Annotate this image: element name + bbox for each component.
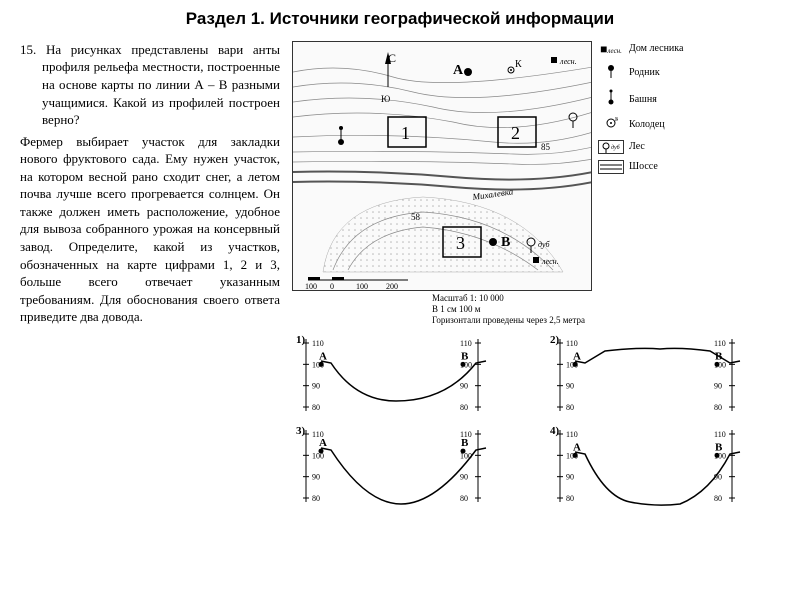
scale-line1: Масштаб 1: 10 000 (432, 293, 592, 304)
svg-text:A: A (319, 351, 327, 363)
svg-text:80: 80 (312, 494, 320, 503)
svg-text:A: A (573, 351, 581, 363)
legend-road: Шоссе (598, 160, 718, 174)
well-icon: К (598, 116, 624, 134)
legend-forest-label: Лес (629, 140, 645, 154)
svg-text:80: 80 (566, 403, 574, 412)
svg-text:110: 110 (312, 339, 324, 348)
map-area: 1 2 3 А В С Ю (292, 41, 780, 325)
svg-text:110: 110 (460, 339, 472, 348)
svg-text:85: 85 (541, 142, 551, 152)
svg-text:К: К (515, 59, 522, 70)
svg-text:К: К (615, 117, 618, 123)
paragraph-1: 15. На рисунках представлены вари анты п… (20, 41, 280, 129)
svg-text:90: 90 (312, 473, 320, 482)
profile-4: 4)11011010010090908080AB (546, 426, 780, 511)
svg-text:58: 58 (411, 212, 421, 222)
svg-text:110: 110 (566, 430, 578, 439)
profile-label: 1) (296, 333, 305, 348)
svg-text:B: B (461, 437, 469, 449)
paragraph-2: Фермер выбирает участок для закладки нов… (20, 133, 280, 326)
svg-text:лесн.: лесн. (559, 57, 577, 66)
scale-line2: В 1 см 100 м (432, 304, 592, 315)
profile-label: 4) (550, 424, 559, 439)
spring-icon (598, 63, 624, 83)
question-number: 15. (20, 42, 36, 57)
legend-house-label: Дом лесника (629, 42, 683, 56)
legend-well-label: Колодец (629, 118, 665, 132)
svg-text:100: 100 (356, 282, 368, 291)
svg-text:1: 1 (401, 123, 410, 143)
forest-swatch: дуб (598, 140, 624, 154)
svg-text:110: 110 (714, 339, 726, 348)
svg-text:80: 80 (714, 403, 722, 412)
svg-text:B: B (715, 441, 723, 453)
profile-label: 2) (550, 333, 559, 348)
svg-text:100: 100 (305, 282, 317, 291)
svg-text:3: 3 (456, 233, 465, 253)
svg-text:A: A (319, 437, 327, 449)
svg-text:90: 90 (566, 473, 574, 482)
svg-text:80: 80 (714, 494, 722, 503)
svg-text:90: 90 (460, 382, 468, 391)
svg-text:Ю: Ю (381, 94, 390, 104)
profile-charts: 1)11011010010090908080AB2)11011010010090… (292, 335, 780, 510)
legend-spring: Родник (598, 63, 718, 83)
svg-text:90: 90 (566, 382, 574, 391)
profile-1: 1)11011010010090908080AB (292, 335, 526, 420)
map-svg: 1 2 3 А В С Ю (293, 42, 592, 291)
content: 15. На рисунках представлены вари анты п… (20, 41, 780, 510)
legend-house: ■лесн. Дом лесника (598, 41, 718, 57)
svg-text:80: 80 (312, 403, 320, 412)
profile-3: 3)11011010010090908080AB (292, 426, 526, 511)
legend-forest: дуб Лес (598, 140, 718, 154)
svg-text:2: 2 (511, 123, 520, 143)
svg-text:B: B (461, 351, 469, 363)
figures: 1 2 3 А В С Ю (292, 41, 780, 510)
tower-icon (598, 89, 624, 109)
scale-text: Масштаб 1: 10 000 В 1 см 100 м Горизонта… (432, 293, 592, 325)
legend-tower: Башня (598, 89, 718, 109)
legend-well: К Колодец (598, 116, 718, 134)
svg-text:110: 110 (566, 339, 578, 348)
legend-road-label: Шоссе (629, 160, 658, 174)
profile-2: 2)11011010010090908080AB (546, 335, 780, 420)
house-icon: ■лесн. (598, 41, 624, 57)
svg-text:90: 90 (460, 473, 468, 482)
svg-text:лесн.: лесн. (541, 257, 559, 266)
svg-text:А: А (453, 63, 464, 78)
svg-text:В: В (501, 235, 510, 250)
svg-text:200: 200 (386, 282, 398, 291)
legend-tower-label: Башня (629, 93, 657, 107)
scale-line3: Горизонтали проведены через 2,5 метра (432, 315, 592, 326)
svg-text:A: A (573, 441, 581, 453)
svg-text:дуб: дуб (611, 144, 621, 151)
svg-text:80: 80 (566, 494, 574, 503)
legend-spring-label: Родник (629, 66, 660, 80)
svg-text:дуб: дуб (538, 240, 550, 249)
map-with-scale: 1 2 3 А В С Ю (292, 41, 592, 325)
svg-text:90: 90 (312, 382, 320, 391)
map-legend: ■лесн. Дом лесника Родник Башня (598, 41, 718, 180)
svg-text:110: 110 (714, 430, 726, 439)
svg-text:80: 80 (460, 494, 468, 503)
topographic-map: 1 2 3 А В С Ю (292, 41, 592, 291)
svg-text:0: 0 (330, 282, 334, 291)
question-text: 15. На рисунках представлены вари анты п… (20, 41, 280, 510)
svg-text:80: 80 (460, 403, 468, 412)
svg-text:90: 90 (714, 382, 722, 391)
road-swatch (598, 160, 624, 174)
para1-text: На рисунках представлены вари анты профи… (42, 42, 280, 127)
profile-label: 3) (296, 424, 305, 439)
page-title: Раздел 1. Источники географической инфор… (20, 8, 780, 31)
svg-text:B: B (715, 351, 723, 363)
